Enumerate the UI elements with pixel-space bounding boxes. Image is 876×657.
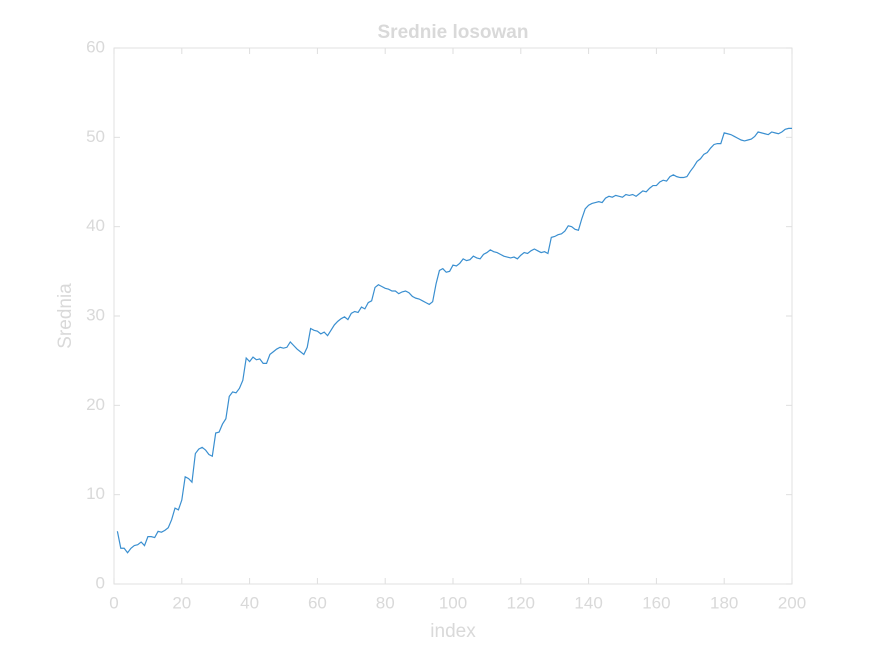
x-tick-label: 160	[642, 593, 670, 612]
x-tick-label: 40	[240, 593, 259, 612]
data-line	[116, 127, 792, 554]
x-tick-label: 80	[376, 593, 395, 612]
y-tick-label: 10	[86, 484, 105, 503]
chart-title: Srednie losowan	[378, 22, 529, 43]
x-axis-label: index	[430, 621, 476, 642]
y-tick-label: 50	[86, 127, 105, 146]
x-tick-label: 60	[308, 593, 327, 612]
y-tick-label: 40	[86, 216, 105, 235]
x-tick-label: 200	[778, 593, 806, 612]
x-tick-label: 180	[710, 593, 738, 612]
x-tick-label: 120	[507, 593, 535, 612]
x-tick-label: 140	[574, 593, 602, 612]
x-tick-label: 100	[439, 593, 467, 612]
x-tick-label: 20	[172, 593, 191, 612]
plot-box	[113, 47, 793, 585]
y-tick-label: 30	[86, 305, 105, 324]
y-axis-label: Srednia	[55, 283, 76, 349]
x-tick-label: 0	[109, 593, 118, 612]
y-tick-label: 60	[86, 37, 105, 56]
y-tick-label: 0	[96, 573, 105, 592]
y-tick-label: 20	[86, 395, 105, 414]
